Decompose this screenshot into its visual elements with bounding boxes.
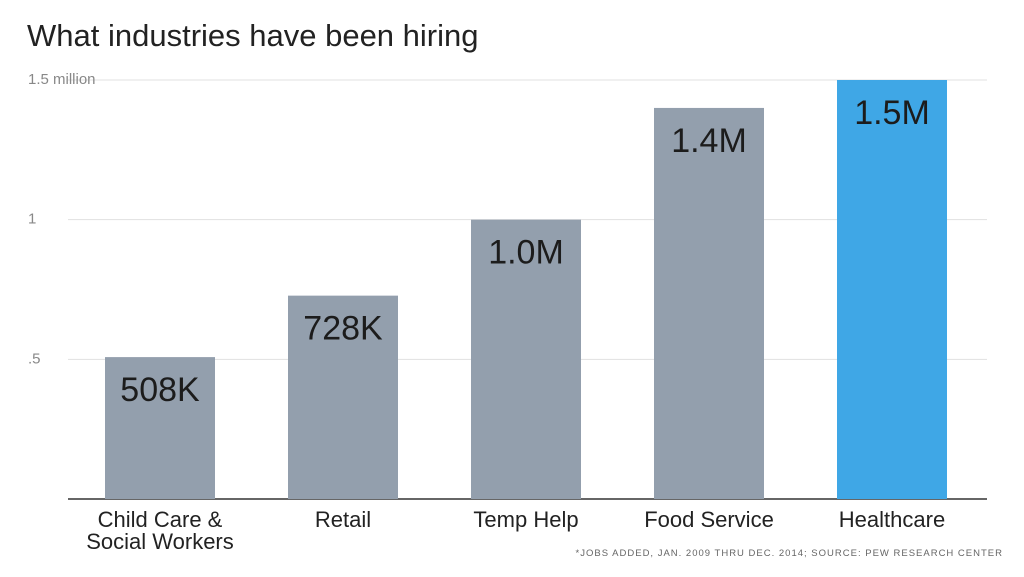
category-label: Social Workers — [86, 529, 234, 554]
y-tick-label: .5 — [28, 350, 41, 367]
bar — [837, 80, 947, 499]
bar-value-label: 1.4M — [671, 122, 747, 160]
category-label: Retail — [315, 507, 371, 532]
category-label: Child Care & — [98, 507, 223, 532]
category-label: Healthcare — [839, 507, 945, 532]
y-tick-label: 1.5 million — [28, 71, 96, 88]
bars — [105, 80, 947, 499]
category-label: Food Service — [644, 507, 774, 532]
bar-value-label: 1.0M — [488, 234, 564, 272]
bar — [105, 357, 215, 499]
source-footnote: *JOBS ADDED, JAN. 2009 THRU DEC. 2014; S… — [576, 548, 1003, 559]
bar-value-label: 728K — [303, 310, 383, 348]
category-label: Temp Help — [473, 507, 578, 532]
bar-value-label: 1.5M — [854, 94, 930, 132]
chart-title: What industries have been hiring — [27, 18, 478, 53]
y-tick-label: 1 — [28, 211, 36, 228]
bar — [288, 295, 398, 499]
bar — [471, 219, 581, 499]
bar — [654, 107, 764, 499]
labels: .5 1 1.5 million 508K Child Care &Social Wor… — [28, 71, 945, 554]
bar-value-label: 508K — [120, 371, 200, 409]
